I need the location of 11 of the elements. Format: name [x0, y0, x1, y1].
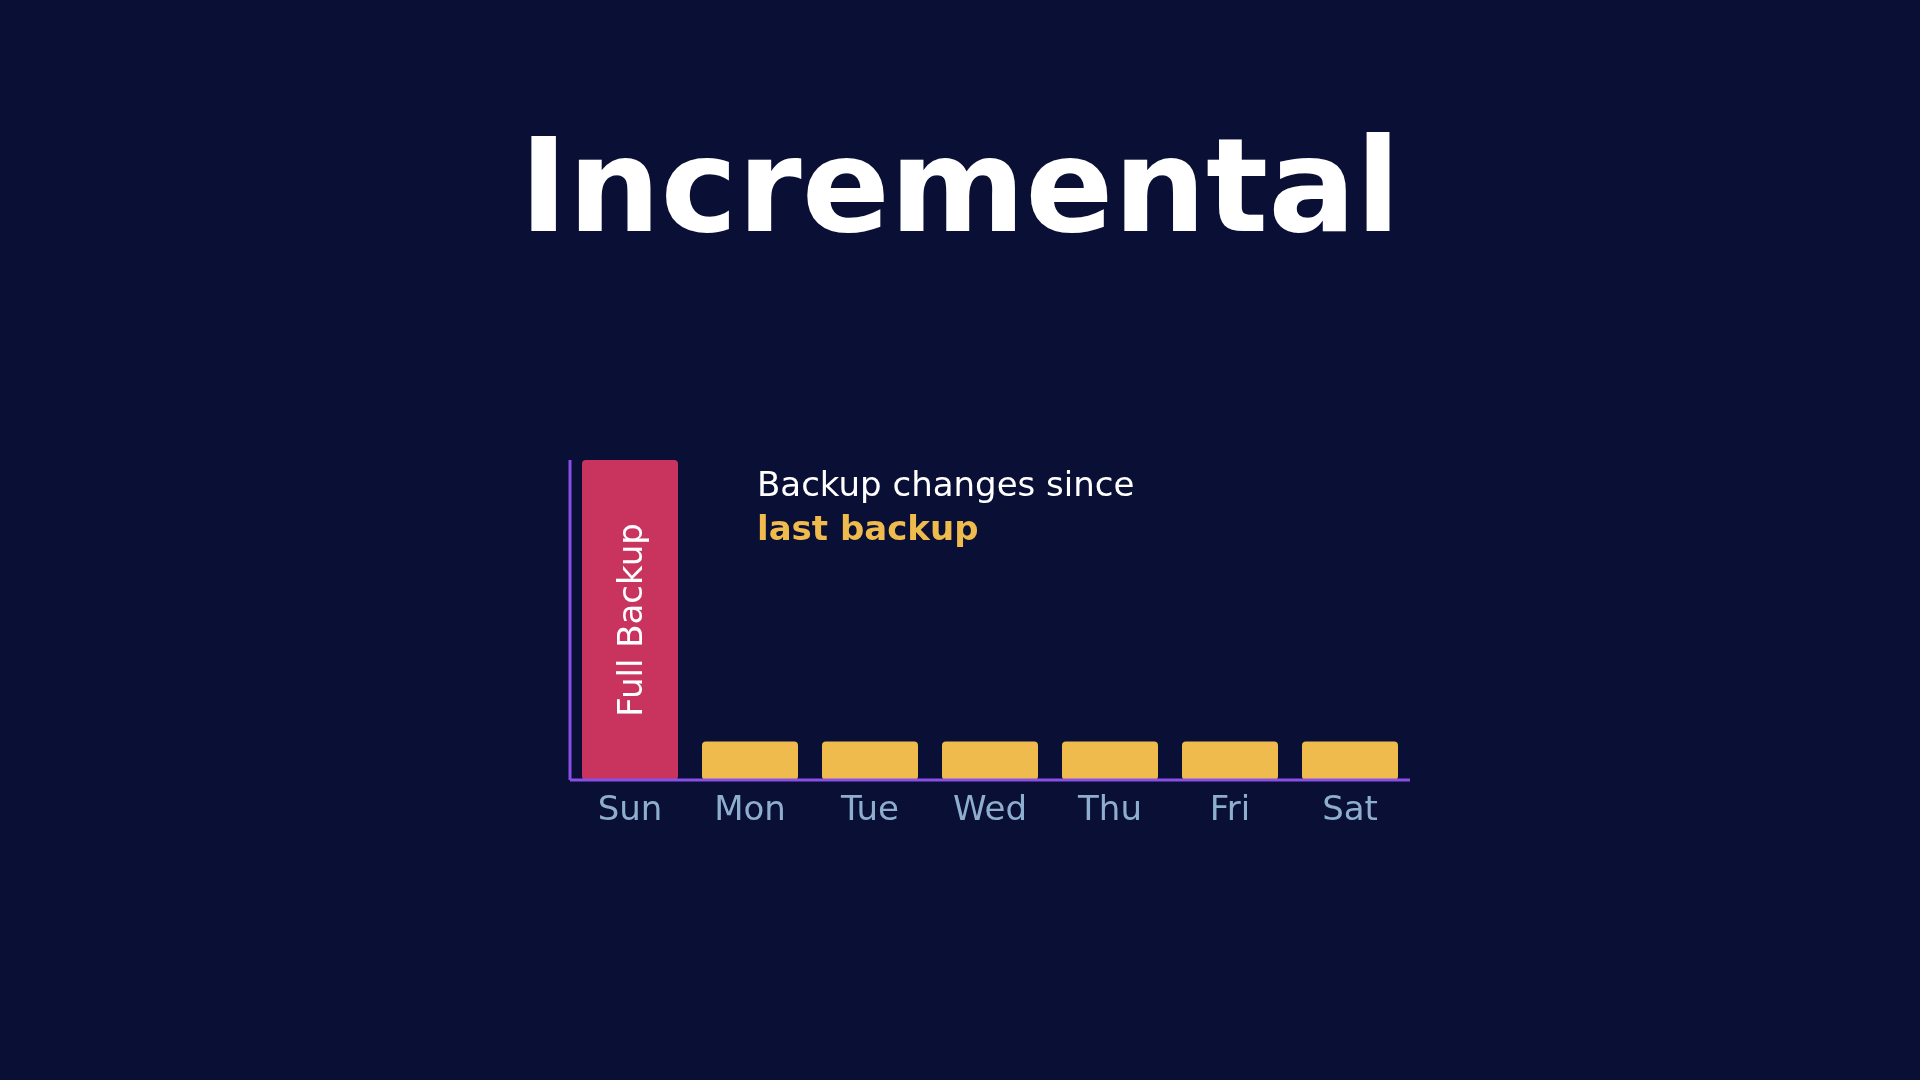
- x-tick-label: Sat: [1322, 788, 1378, 829]
- x-tick-label: Thu: [1077, 788, 1142, 829]
- chart-title: Incremental: [518, 110, 1402, 262]
- annotation: Backup changes since: [757, 463, 1135, 506]
- x-tick-label: Tue: [839, 788, 900, 829]
- x-tick-label: Fri: [1209, 788, 1251, 829]
- x-tick-label: Sun: [597, 788, 663, 829]
- annotation: last backup: [757, 507, 980, 550]
- x-tick-label: Wed: [952, 788, 1028, 829]
- x-tick-label: Mon: [714, 788, 786, 829]
- annotation: Full Backup: [610, 523, 650, 717]
